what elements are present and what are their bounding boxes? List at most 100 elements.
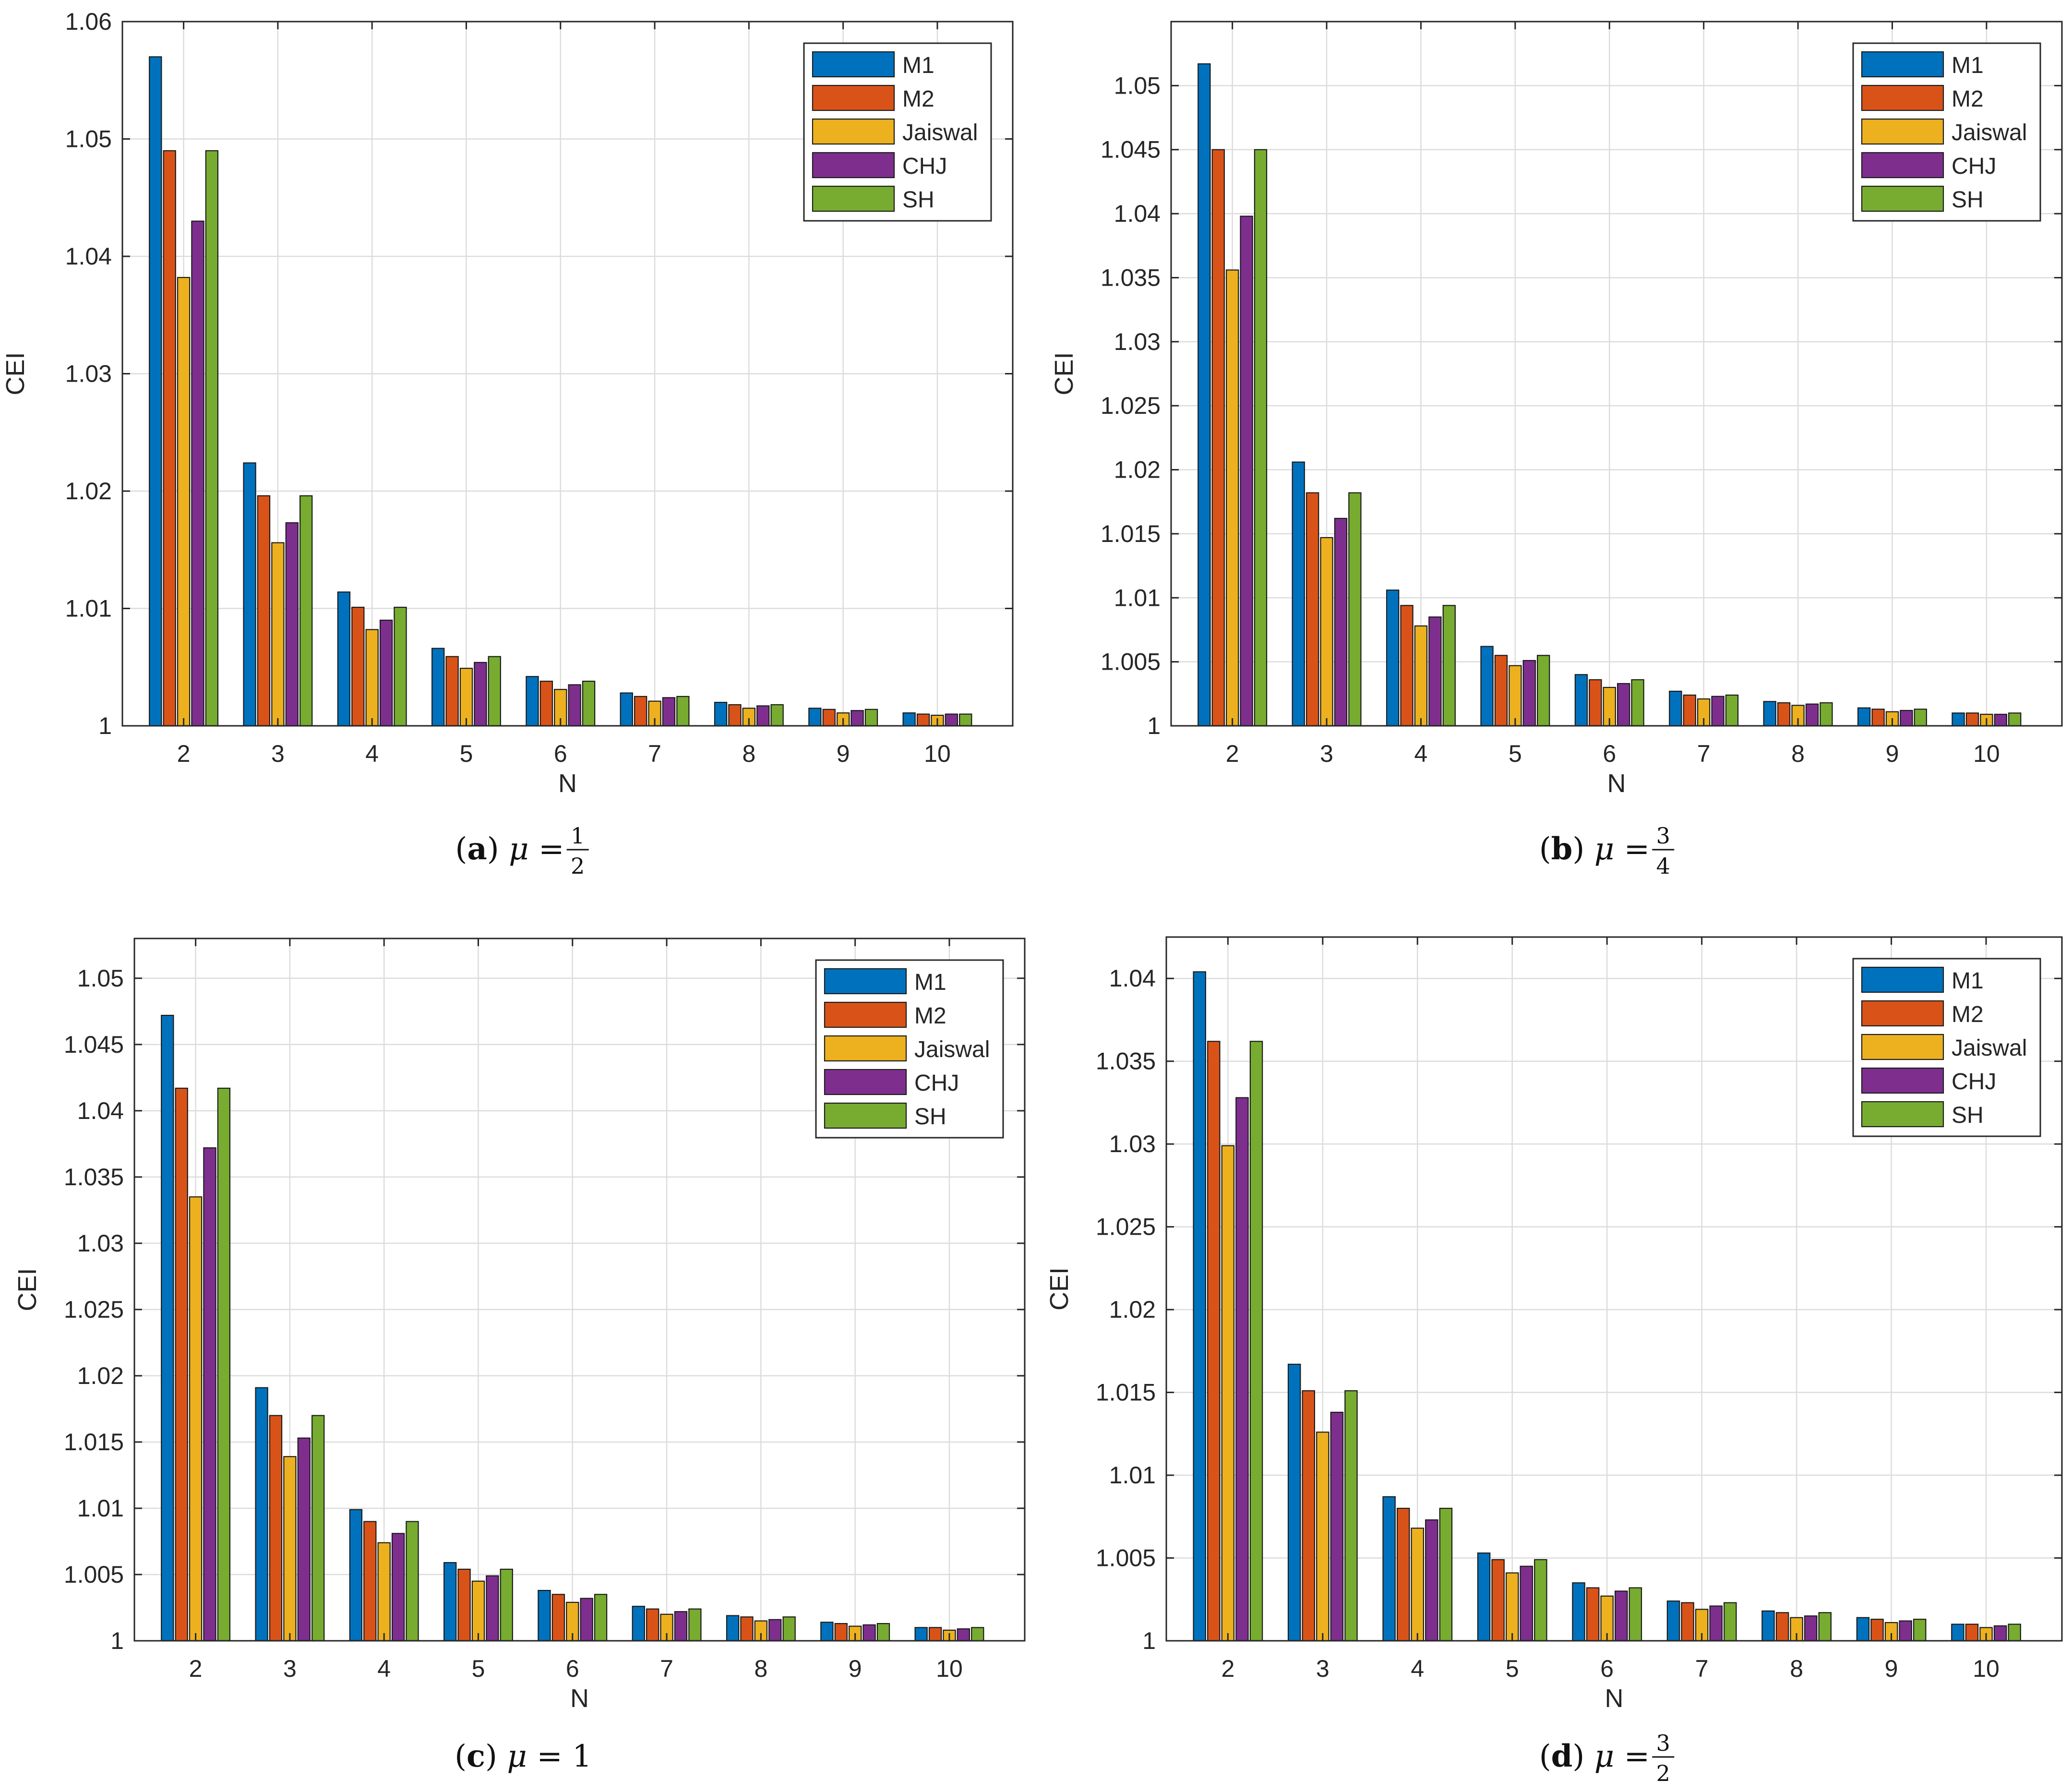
bar-m1-n10[interactable] [1951,1624,1964,1642]
bar-sh-n6[interactable] [594,1594,608,1642]
bar-jaiswal-n2[interactable] [1225,269,1239,727]
bar-chj-n8[interactable] [1805,703,1819,727]
bar-m1-n7[interactable] [1666,1600,1680,1642]
bar-m2-n5[interactable] [457,1568,471,1642]
bar-sh-n5[interactable] [1534,1559,1547,1642]
bar-jaiswal-n4[interactable] [377,1542,391,1642]
bar-m2-n9[interactable] [822,709,836,727]
bar-m2-n6[interactable] [1589,679,1602,727]
bar-chj-n3[interactable] [1330,1411,1344,1642]
bar-jaiswal-n5[interactable] [1505,1572,1519,1642]
bar-chj-n6[interactable] [580,1598,593,1642]
bar-m1-n9[interactable] [820,1622,834,1642]
bar-sh-n2[interactable] [1249,1041,1263,1642]
bar-chj-n4[interactable] [1425,1519,1438,1642]
bar-jaiswal-n5[interactable] [459,668,473,727]
bar-m2-n10[interactable] [1965,1624,1979,1642]
bar-m2-n9[interactable] [1870,1619,1884,1642]
bar-jaiswal-n3[interactable] [1316,1431,1329,1642]
bar-m2-n10[interactable] [928,1627,942,1642]
bar-chj-n4[interactable] [379,619,393,727]
bar-m2-n3[interactable] [1305,492,1319,727]
bar-m1-n2[interactable] [161,1015,174,1642]
bar-sh-n9[interactable] [1913,1619,1927,1642]
bar-jaiswal-n2[interactable] [189,1196,203,1642]
bar-chj-n5[interactable] [1522,660,1536,727]
bar-sh-n5[interactable] [1537,655,1550,727]
bar-jaiswal-n3[interactable] [283,1456,297,1642]
bar-m2-n2[interactable] [1211,149,1225,727]
bar-m1-n3[interactable] [255,1387,268,1642]
bar-m2-n2[interactable] [163,150,176,727]
bar-sh-n7[interactable] [688,1608,702,1642]
bar-m2-n8[interactable] [1775,1612,1789,1642]
bar-sh-n9[interactable] [864,709,878,727]
bar-sh-n8[interactable] [782,1616,796,1642]
bar-sh-n7[interactable] [676,696,690,727]
bar-jaiswal-n4[interactable] [1414,625,1428,727]
bar-m2-n7[interactable] [646,1608,659,1642]
bar-sh-n2[interactable] [217,1087,231,1642]
bar-chj-n9[interactable] [1900,710,1913,727]
bar-m1-n5[interactable] [443,1562,457,1642]
bar-sh-n7[interactable] [1725,694,1739,727]
bar-m2-n8[interactable] [740,1616,754,1642]
bar-m1-n6[interactable] [1574,674,1588,727]
bar-chj-n8[interactable] [756,705,770,727]
bar-chj-n2[interactable] [203,1147,216,1642]
bar-chj-n4[interactable] [391,1533,405,1642]
bar-sh-n4[interactable] [406,1521,419,1642]
bar-chj-n5[interactable] [486,1575,499,1642]
bar-m1-n6[interactable] [1572,1582,1585,1642]
bar-m1-n2[interactable] [1198,63,1211,727]
bar-m1-n4[interactable] [337,591,351,727]
bar-m1-n9[interactable] [1857,707,1871,727]
bar-m1-n9[interactable] [808,708,822,727]
bar-m1-n7[interactable] [1669,690,1682,727]
bar-chj-n9[interactable] [850,710,864,727]
bar-m2-n10[interactable] [916,713,930,727]
bar-m2-n4[interactable] [363,1521,377,1642]
bar-sh-n8[interactable] [1818,1612,1832,1642]
bar-chj-n9[interactable] [862,1624,876,1642]
bar-m1-n6[interactable] [526,676,539,727]
bar-m2-n6[interactable] [551,1594,565,1642]
bar-m1-n6[interactable] [538,1590,551,1642]
bar-jaiswal-n3[interactable] [271,542,285,727]
bar-m2-n4[interactable] [1400,605,1413,727]
bar-chj-n4[interactable] [1428,616,1442,727]
bar-m2-n3[interactable] [257,495,271,727]
bar-m1-n2[interactable] [1193,971,1206,1642]
bar-m2-n8[interactable] [728,704,742,727]
bar-m2-n3[interactable] [1302,1390,1315,1642]
bar-sh-n4[interactable] [1439,1507,1453,1642]
bar-sh-n10[interactable] [959,713,972,727]
bar-m2-n7[interactable] [1683,694,1696,727]
bar-m2-n10[interactable] [1965,712,1979,727]
bar-m1-n8[interactable] [1761,1610,1775,1642]
bar-sh-n3[interactable] [311,1415,325,1642]
bar-chj-n9[interactable] [1899,1620,1912,1642]
bar-sh-n4[interactable] [394,606,407,727]
bar-chj-n2[interactable] [191,220,204,727]
bar-chj-n6[interactable] [1617,683,1630,727]
bar-sh-n8[interactable] [1820,702,1833,727]
bar-chj-n6[interactable] [568,684,581,727]
bar-m1-n4[interactable] [1386,589,1400,727]
bar-m1-n3[interactable] [243,462,256,727]
bar-sh-n2[interactable] [205,150,219,727]
bar-jaiswal-n4[interactable] [365,629,379,727]
bar-m2-n4[interactable] [351,606,365,727]
bar-sh-n7[interactable] [1724,1602,1737,1642]
bar-sh-n2[interactable] [1254,149,1268,727]
bar-m2-n9[interactable] [834,1623,848,1642]
bar-jaiswal-n2[interactable] [1221,1145,1235,1642]
bar-sh-n3[interactable] [299,495,313,727]
bar-sh-n10[interactable] [971,1627,984,1642]
bar-m2-n8[interactable] [1777,702,1791,727]
bar-m2-n6[interactable] [1586,1587,1600,1642]
bar-chj-n7[interactable] [1709,1605,1723,1642]
bar-chj-n2[interactable] [1235,1097,1249,1642]
bar-sh-n3[interactable] [1348,492,1362,727]
bar-m2-n5[interactable] [1494,655,1508,727]
